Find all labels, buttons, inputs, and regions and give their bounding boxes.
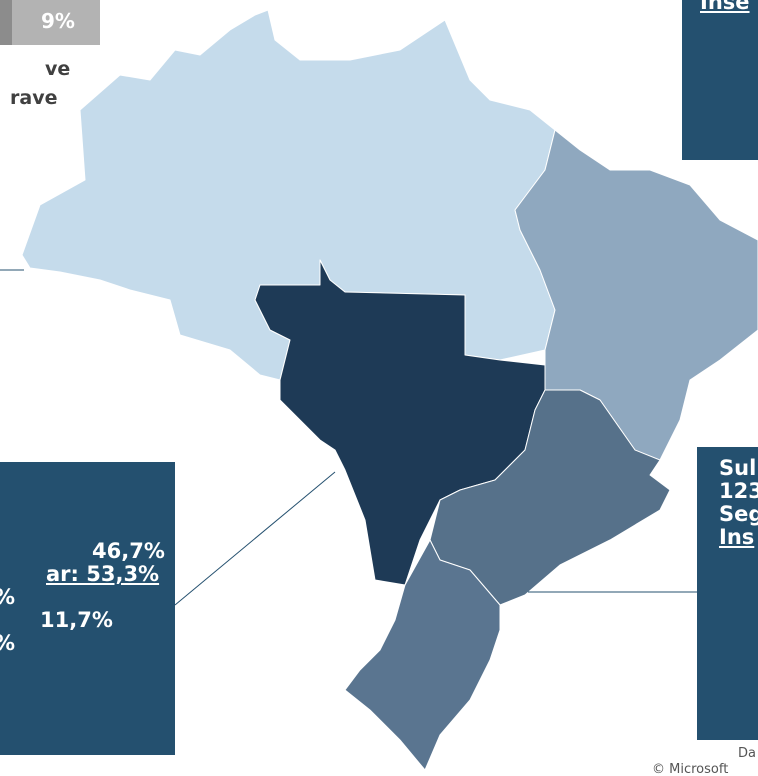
- leader-line: [174, 471, 336, 606]
- region-south: [344, 539, 501, 771]
- box-line: 123: [719, 479, 758, 503]
- legend-label: ve: [45, 58, 70, 80]
- top-right-box: Inse: [682, 0, 758, 160]
- legend-label: rave: [10, 87, 57, 109]
- box-line: 11,7%: [40, 608, 113, 632]
- region-southeast: [429, 389, 671, 606]
- box-line: Ins: [719, 525, 755, 549]
- credit: © Microsoft: [652, 762, 728, 776]
- box-line: %: [0, 632, 175, 655]
- legend-swatch: [12, 0, 100, 45]
- legend-value: 9%: [41, 9, 75, 33]
- legend-swatch: [0, 0, 12, 45]
- left-box: 46,7% ar: 53,3% % 11,7% %: [0, 462, 175, 755]
- credit: Da: [738, 746, 756, 761]
- box-line: 46,7%: [92, 539, 165, 563]
- box-line: Sul: [719, 456, 757, 480]
- box-line: ar: 53,3%: [46, 562, 160, 586]
- box-line: %: [0, 586, 175, 609]
- right-box: Sul 123 Seg Ins: [697, 447, 758, 740]
- box-line: Seg: [719, 502, 758, 526]
- box-line: Inse: [700, 0, 750, 14]
